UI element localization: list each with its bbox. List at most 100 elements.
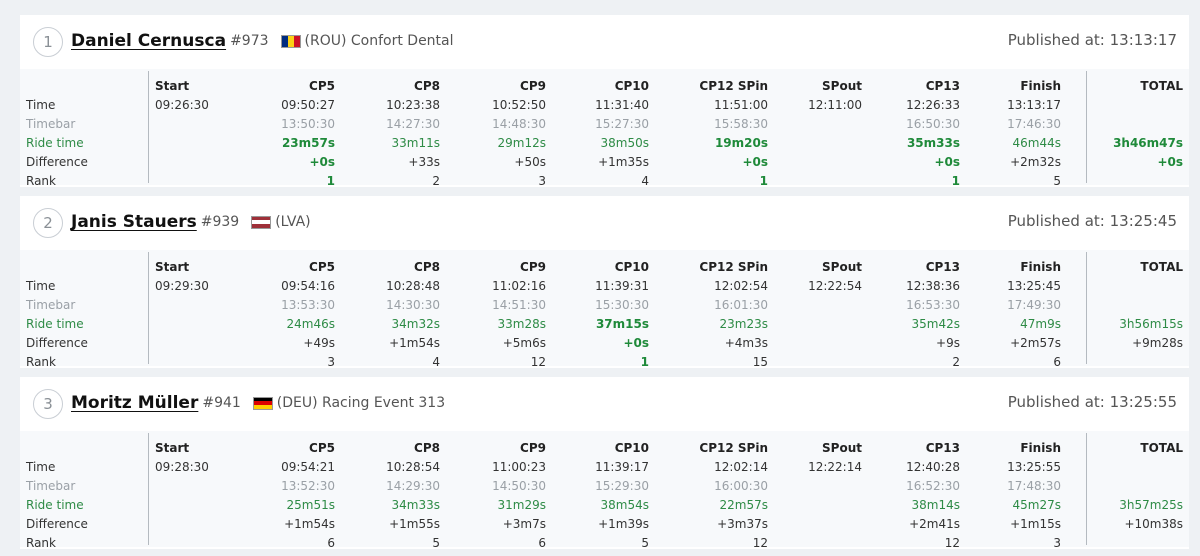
rank-cell: 6 [327, 536, 335, 550]
timebar-cell: 15:30:30 [595, 298, 649, 312]
row-label: Ride time [26, 498, 84, 512]
ride-time-cell: 33m11s [391, 136, 440, 150]
timebar-cell: 16:53:30 [906, 298, 960, 312]
difference-cell: +49s [303, 336, 335, 350]
column-header: CP9 [520, 260, 546, 274]
splits-table: Start CP5 CP8 CP9 CP10 CP12 SPin SPout CP13 Fini… [20, 250, 1189, 369]
row-label: Ride time [26, 136, 84, 150]
published-label: Published at: [1007, 393, 1105, 411]
timebar-cell: 13:52:30 [281, 479, 335, 493]
column-header: CP13 [925, 441, 960, 455]
ride-time-cell: 45m27s [1012, 498, 1061, 512]
row-label: Rank [26, 536, 56, 550]
timebar-cell: 17:49:30 [1007, 298, 1061, 312]
time-cell: 12:22:14 [808, 460, 862, 474]
column-header: CP8 [414, 79, 440, 93]
ride-time-cell: 34m32s [391, 317, 440, 331]
timebar-cell: 13:50:30 [281, 117, 335, 131]
difference-cell: +0s [1157, 155, 1183, 169]
column-header: CP13 [925, 260, 960, 274]
position-badge: 3 [33, 389, 63, 419]
ride-time-cell: 29m12s [497, 136, 546, 150]
column-header: CP5 [309, 441, 335, 455]
timebar-cell: 15:29:30 [595, 479, 649, 493]
column-header: CP8 [414, 260, 440, 274]
difference-cell: +1m54s [389, 336, 440, 350]
time-cell: 11:51:00 [714, 98, 768, 112]
column-header: CP5 [309, 79, 335, 93]
column-header: CP10 [614, 260, 649, 274]
ride-time-cell: 35m33s [906, 136, 960, 150]
romania-flag [280, 34, 301, 48]
rank-cell: 3 [538, 174, 546, 188]
rider-name-link[interactable]: Moritz Müller [71, 393, 199, 413]
ride-time-cell: 33m28s [497, 317, 546, 331]
time-cell: 11:00:23 [492, 460, 546, 474]
position-badge: 2 [33, 208, 63, 238]
column-header: SPout [822, 260, 862, 274]
splits-table: Start CP5 CP8 CP9 CP10 CP12 SPin SPout CP13 Fini… [20, 69, 1189, 188]
position-badge: 1 [33, 27, 63, 57]
rider-name-link[interactable]: Daniel Cernusca [71, 31, 227, 51]
rank-cell: 12 [944, 536, 960, 550]
difference-cell: +2m41s [909, 517, 960, 531]
row-label: Difference [26, 155, 88, 169]
column-header: CP12 SPin [699, 441, 768, 455]
column-header: CP12 SPin [699, 260, 768, 274]
time-cell: 09:54:16 [281, 279, 335, 293]
difference-cell: +3m7s [502, 517, 546, 531]
row-label: Timebar [26, 298, 76, 312]
result-card: 3 Moritz Müller #941 (DEU) Racing Event 313… [20, 377, 1189, 550]
difference-cell: +10m38s [1124, 517, 1183, 531]
result-header: 2 Janis Stauers #939 (LVA) Published at: 13:… [20, 196, 1189, 250]
rider-info: Janis Stauers #939 (LVA) [71, 212, 311, 232]
rank-cell: 3 [1053, 536, 1061, 550]
rank-cell: 4 [641, 174, 649, 188]
difference-cell: +1m39s [598, 517, 649, 531]
flag-stripe [287, 35, 294, 47]
timebar-cell: 14:29:30 [386, 479, 440, 493]
ride-time-cell: 19m20s [714, 136, 768, 150]
column-header: TOTAL [1140, 441, 1183, 455]
time-cell: 11:31:40 [595, 98, 649, 112]
bib-number: #939 [200, 214, 240, 230]
ride-time-cell: 38m54s [600, 498, 649, 512]
flag-stripe [281, 35, 288, 47]
bib-number: #941 [202, 395, 241, 411]
rider-name-link[interactable]: Janis Stauers [71, 212, 197, 232]
row-label: Difference [26, 336, 88, 350]
difference-cell: +0s [934, 155, 960, 169]
time-cell: 11:39:31 [595, 279, 649, 293]
time-cell: 10:52:50 [492, 98, 546, 112]
time-cell: 10:28:48 [386, 279, 440, 293]
ride-time-cell: 23m57s [281, 136, 335, 150]
timebar-cell: 16:01:30 [714, 298, 768, 312]
difference-cell: +2m57s [1010, 336, 1061, 350]
rank-cell: 1 [640, 355, 649, 369]
time-cell: 11:39:17 [595, 460, 649, 474]
column-header: TOTAL [1140, 79, 1183, 93]
column-header: SPout [822, 79, 862, 93]
column-header: Start [155, 260, 190, 274]
country-team: (ROU) Confort Dental [304, 33, 454, 49]
timebar-cell: 15:27:30 [595, 117, 649, 131]
difference-cell: +9m28s [1132, 336, 1183, 350]
difference-cell: +3m37s [717, 517, 768, 531]
flag-stripe [293, 35, 300, 47]
rank-cell: 1 [759, 174, 768, 188]
time-cell: 10:23:38 [386, 98, 440, 112]
timebar-cell: 14:27:30 [386, 117, 440, 131]
row-label: Difference [26, 517, 88, 531]
column-header: CP5 [309, 260, 335, 274]
difference-cell: +4m3s [724, 336, 768, 350]
published-label: Published at: [1007, 31, 1105, 49]
column-header: Finish [1020, 260, 1061, 274]
result-header: 1 Daniel Cernusca #973 (ROU) Confort Dental… [20, 15, 1189, 69]
result-header: 3 Moritz Müller #941 (DEU) Racing Event 313… [20, 377, 1189, 431]
row-label: Time [26, 98, 56, 112]
ride-time-cell: 35m42s [911, 317, 960, 331]
time-cell: 10:28:54 [386, 460, 440, 474]
ride-time-cell: 37m15s [595, 317, 649, 331]
time-cell: 09:50:27 [281, 98, 335, 112]
published-time: Published at: 13:25:45 [1008, 212, 1177, 230]
